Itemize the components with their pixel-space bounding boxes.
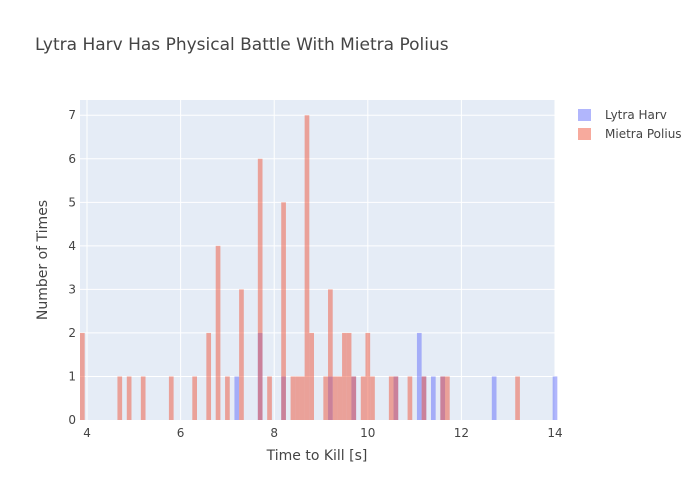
bar-mietra-polius[interactable] [126,376,132,420]
bar-mietra-polius[interactable] [304,115,310,420]
bar-mietra-polius[interactable] [225,376,230,420]
y-tick-labels: 0 1 2 3 4 5 6 7 [68,108,76,427]
bar-lytra-harv[interactable] [491,376,497,420]
bar-mietra-polius[interactable] [168,376,174,420]
bar-mietra-polius[interactable] [342,332,347,420]
x-tick-label: 8 [270,426,278,440]
bar-mietra-polius[interactable] [140,376,146,420]
plot-area [80,100,555,420]
x-tick-label: 4 [83,426,91,440]
y-tick-label: 5 [68,195,76,209]
x-tick-label: 10 [360,426,375,440]
bar-mietra-polius[interactable] [346,332,352,420]
bar-mietra-polius[interactable] [281,202,286,420]
y-tick-label: 3 [68,282,76,296]
bar-mietra-polius[interactable] [290,376,296,420]
bar-mietra-polius[interactable] [117,376,123,420]
bar-mietra-polius[interactable] [421,376,427,420]
bar-lytra-harv[interactable] [430,376,436,420]
bar-mietra-polius[interactable] [393,376,399,420]
y-tick-label: 4 [68,239,76,253]
bar-mietra-polius[interactable] [299,376,305,420]
y-axis-title: Number of Times [35,200,51,320]
x-axis-title: Time to Kill [s] [266,448,368,464]
y-tick-label: 2 [68,326,76,340]
legend-label: Lytra Harv [605,108,667,122]
y-tick-label: 1 [68,369,76,383]
x-tick-label: 12 [454,426,469,440]
bar-mietra-polius[interactable] [267,376,272,420]
gridlines [80,100,556,420]
bar-mietra-polius[interactable] [239,289,244,420]
bar-lytra-harv[interactable] [416,332,422,420]
bar-mietra-polius[interactable] [515,376,520,420]
bars [80,115,558,420]
legend[interactable]: Lytra Harv Mietra Polius [578,108,682,141]
bar-mietra-polius[interactable] [388,376,394,420]
chart-title: Lytra Harv Has Physical Battle With Miet… [35,35,449,55]
bar-mietra-polius[interactable] [360,376,366,420]
legend-item-mietra-polius[interactable]: Mietra Polius [578,127,682,141]
legend-label: Mietra Polius [605,127,682,141]
bar-mietra-polius[interactable] [328,289,333,420]
x-tick-label: 6 [177,426,185,440]
x-tick-label: 14 [547,426,562,440]
bar-mietra-polius[interactable] [332,376,338,420]
bar-mietra-polius[interactable] [445,376,450,420]
legend-item-lytra-harv[interactable]: Lytra Harv [578,108,667,122]
bar-mietra-polius[interactable] [192,376,197,420]
y-tick-label: 0 [68,413,76,427]
legend-swatch [578,109,591,121]
bar-lytra-harv[interactable] [234,376,240,420]
x-tick-labels: 4 6 8 10 12 14 [83,426,562,440]
bar-lytra-harv[interactable] [552,376,558,420]
bar-mietra-polius[interactable] [365,332,371,420]
legend-swatch [578,128,591,140]
bar-mietra-polius[interactable] [407,376,413,420]
bar-mietra-polius[interactable] [215,245,221,420]
bar-mietra-polius[interactable] [295,376,300,420]
bar-mietra-polius[interactable] [440,376,446,420]
bar-mietra-polius[interactable] [257,158,263,420]
bar-mietra-polius[interactable] [206,332,212,420]
bar-mietra-polius[interactable] [337,376,343,420]
bar-mietra-polius[interactable] [323,376,329,420]
y-tick-label: 7 [68,108,76,122]
y-tick-label: 6 [68,152,76,166]
bar-mietra-polius[interactable] [80,332,85,420]
bar-mietra-polius[interactable] [351,376,357,420]
bar-mietra-polius[interactable] [309,332,314,420]
bar-mietra-polius[interactable] [370,376,375,420]
